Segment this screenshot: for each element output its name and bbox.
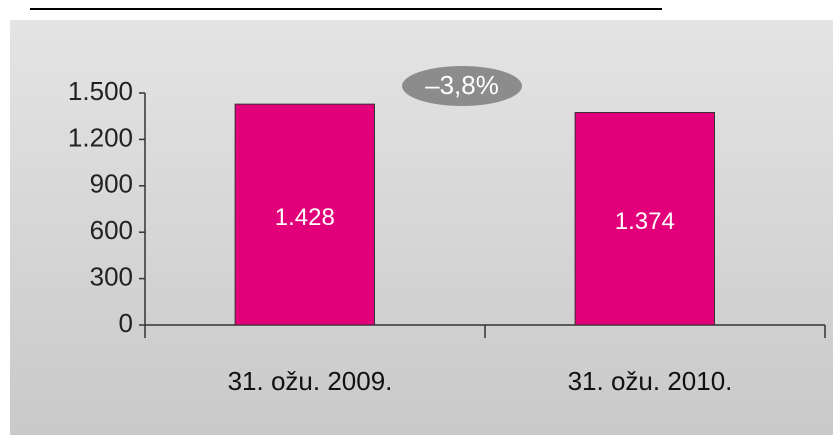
bar [234,103,375,326]
y-tick-label: 900 [90,169,133,199]
y-tick-label: 300 [90,261,133,291]
annotation: –3,8% [425,70,499,100]
y-tick-label: 0 [119,308,133,338]
annotation-badge [402,66,522,106]
bar [574,111,715,326]
x-tick-label: 31. ožu. 2010. [568,366,733,396]
data-label: 1.428 [275,204,335,231]
y-tick-label: 1.500 [68,76,133,106]
y-tick-label: 600 [90,215,133,245]
x-tick-label: 31. ožu. 2009. [228,366,393,396]
y-tick-label: 1.200 [68,122,133,152]
data-label: 1.374 [615,208,675,235]
